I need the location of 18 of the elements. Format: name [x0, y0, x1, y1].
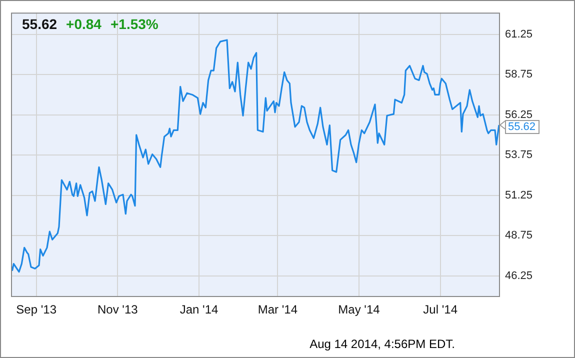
annotation: +1.53% — [110, 16, 158, 32]
y-tick-label: 53.75 — [505, 149, 533, 162]
y-tick-label: 58.75 — [505, 68, 533, 81]
y-tick-label: 56.25 — [505, 108, 533, 121]
x-tick-label: Jul '14 — [423, 302, 458, 317]
annotation: +0.84 — [66, 16, 102, 32]
y-tick-label: 61.25 — [505, 28, 533, 40]
annotation: 55.62 — [22, 16, 58, 32]
x-tick-label: Sep '13 — [16, 302, 57, 317]
y-tick-label: 48.75 — [505, 230, 533, 242]
x-tick-label: Mar '14 — [258, 302, 298, 317]
annotation: 55.62 — [508, 121, 536, 134]
y-tick-label: 51.25 — [505, 189, 533, 202]
x-tick-label: Jan '14 — [180, 302, 218, 317]
x-tick-label: May '14 — [338, 302, 380, 317]
y-tick-label: 46.25 — [505, 270, 533, 282]
text: Aug 14 2014, 4:56PM EDT. — [310, 337, 455, 351]
x-tick-label: Nov '13 — [98, 302, 138, 317]
